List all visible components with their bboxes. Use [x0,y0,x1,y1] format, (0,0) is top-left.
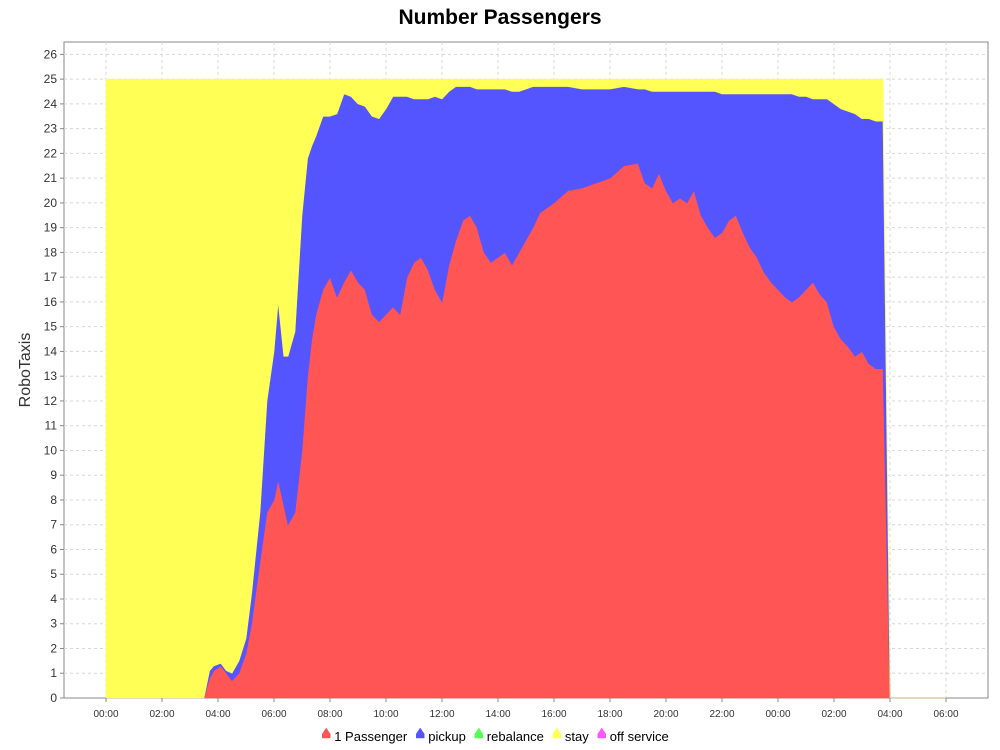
x-tick-label: 00:00 [93,709,118,720]
y-tick-label: 9 [50,468,57,482]
x-tick-label: 00:00 [765,709,790,720]
x-tick-label: 06:00 [261,709,286,720]
chart-title: Number Passengers [398,6,601,29]
y-tick-label: 16 [44,295,58,309]
y-tick-label: 20 [44,196,58,210]
legend-marker-1-passenger [321,727,331,739]
y-tick-label: 22 [44,146,58,160]
x-tick-label: 22:00 [709,709,734,720]
x-tick-label: 04:00 [877,709,902,720]
x-tick-label: 16:00 [541,709,566,720]
x-axis: 00:00 02:00 04:00 06:00 08:00 10:00 12:00 14:00… [93,698,959,720]
legend-marker-stay [552,727,562,739]
y-tick-label: 8 [50,493,57,507]
y-tick-label: 15 [44,320,58,334]
x-tick-label: 20:00 [653,709,678,720]
y-tick-label: 26 [44,47,58,61]
legend-marker-rebalance [474,727,484,739]
x-tick-label: 10:00 [373,709,398,720]
y-tick-label: 19 [44,221,58,235]
y-tick-label: 1 [50,666,57,680]
y-tick-label: 13 [44,369,58,383]
x-tick-label: 02:00 [149,709,174,720]
y-tick-label: 0 [50,691,57,705]
y-tick-label: 3 [50,617,57,631]
area-stay [105,78,947,699]
y-tick-label: 25 [44,72,58,86]
x-tick-label: 02:00 [821,709,846,720]
y-tick-label: 12 [44,394,58,408]
y-tick-label: 5 [50,567,57,581]
y-tick-label: 23 [44,122,58,136]
x-tick-label: 08:00 [317,709,342,720]
y-tick-label: 2 [50,641,57,655]
y-tick-label: 7 [50,518,57,532]
legend-label-stay: stay [565,729,589,744]
y-tick-label: 10 [44,443,58,457]
y-axis-label: RoboTaxis [17,333,34,408]
x-tick-label: 14:00 [485,709,510,720]
legend-label-rebalance: rebalance [487,729,544,744]
legend-marker-pickup [415,727,425,739]
x-tick-label: 12:00 [429,709,454,720]
y-tick-label: 17 [44,270,58,284]
y-tick-label: 11 [45,419,58,433]
stacked-areas [105,78,947,699]
legend-label-off-service: off service [610,729,669,744]
legend: 1 Passenger pickup rebalance stay off servic… [321,727,669,744]
y-tick-label: 21 [44,171,58,185]
y-tick-label: 24 [44,97,58,111]
y-tick-label: 14 [44,344,58,358]
legend-label-1-passenger: 1 Passenger [334,729,408,744]
y-axis: 0123456789101112131415161718192021222324… [44,47,64,705]
legend-label-pickup: pickup [428,729,466,744]
legend-marker-off-service [597,727,607,739]
x-tick-label: 04:00 [205,709,230,720]
y-tick-label: 18 [44,245,58,259]
y-tick-label: 6 [50,542,57,556]
x-tick-label: 06:00 [933,709,958,720]
y-tick-label: 4 [50,592,57,606]
x-tick-label: 18:00 [597,709,622,720]
